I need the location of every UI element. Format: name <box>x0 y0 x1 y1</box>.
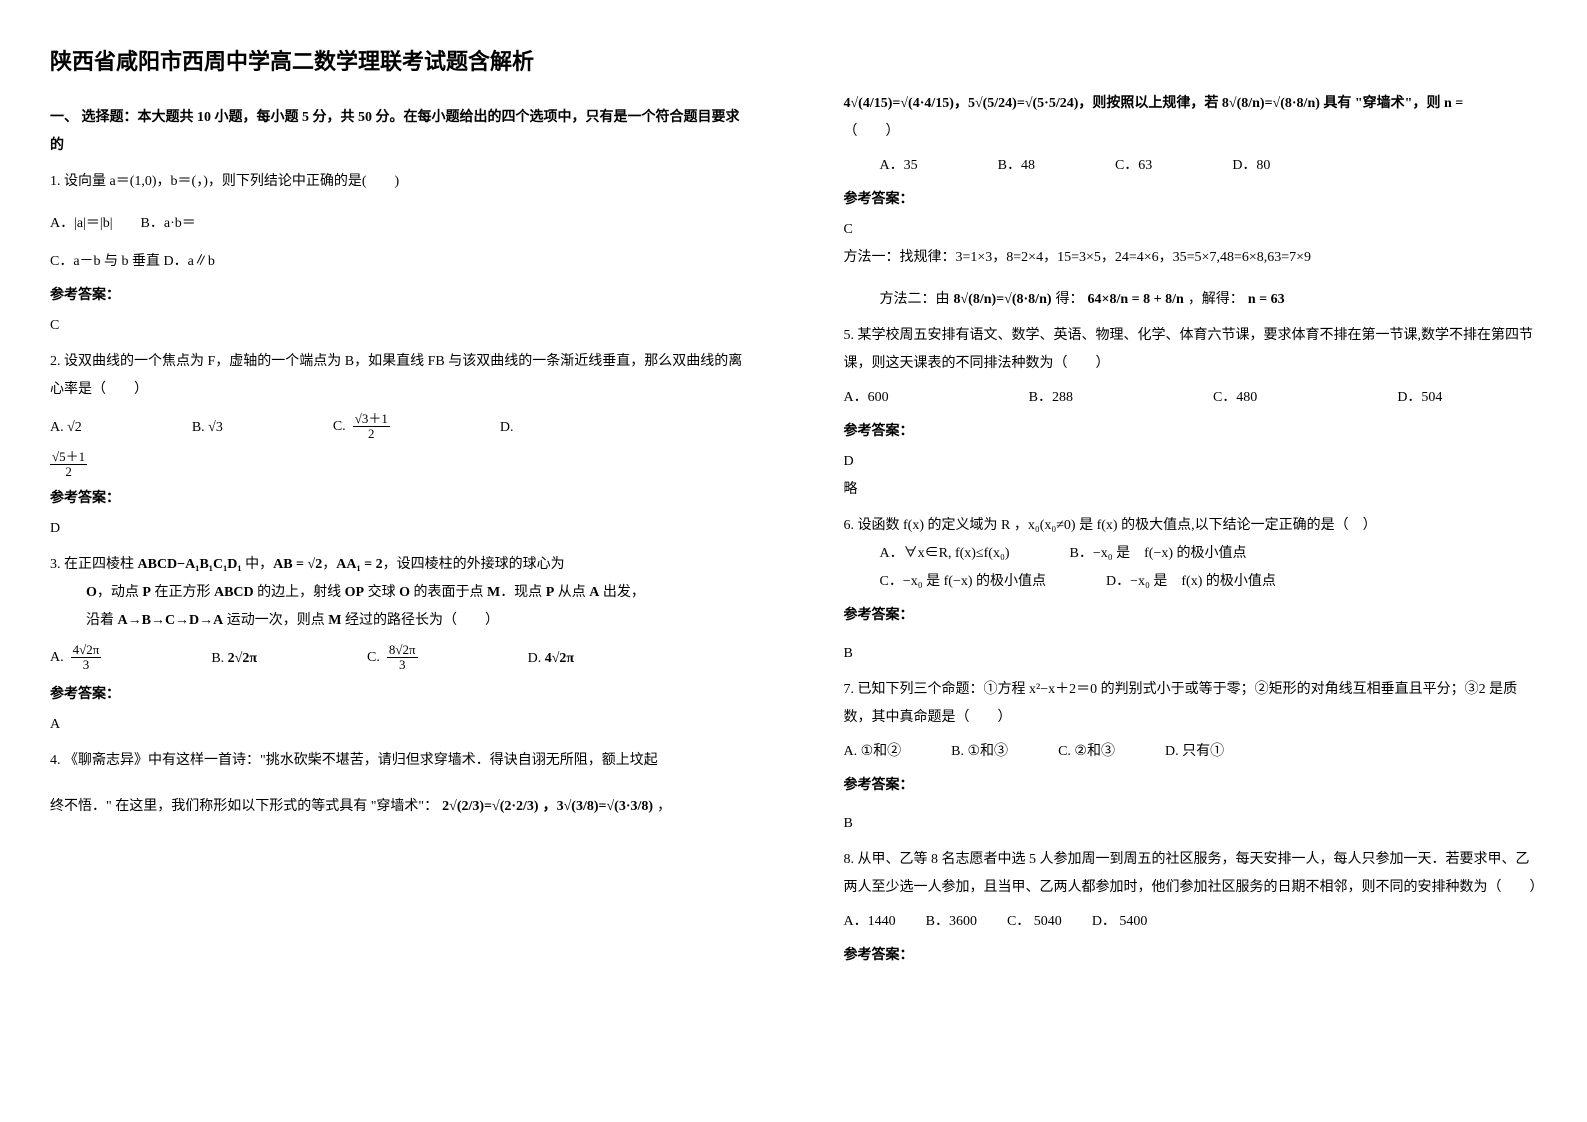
q7-answer-label: 参考答案： <box>844 772 1538 800</box>
q7-answer: B <box>844 810 1538 838</box>
q4-answer-label: 参考答案： <box>844 186 1538 214</box>
q1-optA: A．|a|＝|b| B．a·b＝ <box>50 210 744 238</box>
q4-optA: A．35 <box>880 152 918 180</box>
q8-optB: B．3600 <box>926 908 977 936</box>
q3-optB: B. 2√2π <box>211 645 257 673</box>
q5-answer-label: 参考答案： <box>844 418 1538 446</box>
q5-optB: B．288 <box>1029 384 1073 412</box>
q5-stem: 5. 某学校周五安排有语文、数学、英语、物理、化学、体育六节课，要求体育不排在第… <box>844 322 1538 378</box>
q8-optA: A．1440 <box>844 908 896 936</box>
q1-optC: C．a－b 与 b 垂直 D．a∥b <box>50 248 744 276</box>
q5-optD: D．504 <box>1397 384 1442 412</box>
q2-optA: A. √2 <box>50 414 82 442</box>
q7-optC: C. ②和③ <box>1058 738 1115 766</box>
q5-explanation: 略 <box>844 476 1538 504</box>
q2-stem: 2. 设双曲线的一个焦点为 F，虚轴的一个端点为 B，如果直线 FB 与该双曲线… <box>50 348 744 404</box>
q6-answer-label: 参考答案： <box>844 602 1538 630</box>
section1-title: 一、 选择题：本大题共 10 小题，每小题 5 分，共 50 分。在每小题给出的… <box>50 104 744 160</box>
page-title: 陕西省咸阳市西周中学高二数学理联考试题含解析 <box>50 40 744 84</box>
q1-stem: 1. 设向量 a＝(1,0)，b＝(，)，则下列结论中正确的是( ) <box>50 168 744 196</box>
q8-optD: D． 5400 <box>1092 908 1148 936</box>
q5-answer: D <box>844 448 1538 476</box>
q8-answer-label: 参考答案： <box>844 942 1538 970</box>
q6-options-row2: C．−x₀ 是 f(−x) 的极小值点 D．−x₀ 是 f(x) 的极小值点 <box>844 568 1538 596</box>
q7-optB: B. ①和③ <box>951 738 1008 766</box>
q3-optD: D. 4√2π <box>528 645 574 673</box>
q6-answer: B <box>844 640 1538 668</box>
q4-optB: B．48 <box>998 152 1035 180</box>
q6-optB: B．−x₀ 是 f(−x) 的极小值点 <box>1070 540 1247 568</box>
q4-stem-line2: 终不悟．" 在这里，我们称形如以下形式的等式具有 "穿墙术"： 2√(2/3)=… <box>50 793 744 821</box>
q3-stem-line3: 沿着 A→B→C→D→A 运动一次，则点 M 经过的路径长为（ ） <box>50 607 744 635</box>
right-column: 4√(4/15)=√(4·4/15)，5√(5/24)=√(5·5/24)，则按… <box>794 0 1587 1122</box>
q3-stem-line2: O，动点 P 在正方形 ABCD 的边上，射线 OP 交球 O 的表面于点 M．… <box>50 579 744 607</box>
q1-answer: C <box>50 312 744 340</box>
q6-stem: 6. 设函数 f(x) 的定义域为 R ，x₀(x₀≠0) 是 f(x) 的极大… <box>844 512 1538 540</box>
q3-stem-line1: 3. 在正四棱柱 ABCD−A₁B₁C₁D₁ 中，AB = √2，AA₁ = 2… <box>50 551 744 579</box>
q3-answer-label: 参考答案： <box>50 681 744 709</box>
q2-optD: D. <box>500 414 514 442</box>
q2-answer-label: 参考答案： <box>50 485 744 513</box>
q6-optC: C．−x₀ 是 f(−x) 的极小值点 <box>880 568 1047 596</box>
q5-optA: A．600 <box>844 384 889 412</box>
q7-options: A. ①和② B. ①和③ C. ②和③ D. 只有① <box>844 738 1538 766</box>
q4-method2: 方法二：由 8√(8/n)=√(8·8/n) 得： 64×8/n = 8 + 8… <box>844 286 1538 314</box>
q2-answer: D <box>50 515 744 543</box>
q5-optC: C．480 <box>1213 384 1257 412</box>
left-column: 陕西省咸阳市西周中学高二数学理联考试题含解析 一、 选择题：本大题共 10 小题… <box>0 0 794 1122</box>
q4-optD: D．80 <box>1232 152 1270 180</box>
q6-optD: D．−x₀ 是 f(x) 的极小值点 <box>1106 568 1276 596</box>
q7-optD: D. 只有① <box>1165 738 1224 766</box>
q2-optD-frac: √5＋12 <box>50 450 744 480</box>
q2-optB: B. √3 <box>192 414 223 442</box>
q8-options: A．1440 B．3600 C． 5040 D． 5400 <box>844 908 1538 936</box>
q4-answer: C <box>844 216 1538 244</box>
q3-options-row: A. 4√2π3 B. 2√2π C. 8√2π3 D. 4√2π <box>50 643 744 673</box>
q7-optA: A. ①和② <box>844 738 902 766</box>
q7-stem: 7. 已知下列三个命题：①方程 x²−x＋2＝0 的判别式小于或等于零；②矩形的… <box>844 676 1538 732</box>
q6-options-row1: A．∀x∈R, f(x)≤f(x₀) B．−x₀ 是 f(−x) 的极小值点 <box>844 540 1538 568</box>
q4-optC: C．63 <box>1115 152 1152 180</box>
q3-answer: A <box>50 711 744 739</box>
q3-optC: C. 8√2π3 <box>367 643 418 673</box>
q2-options-row: A. √2 B. √3 C. √3＋12 D. <box>50 412 744 442</box>
q4-method1: 方法一：找规律：3=1×3，8=2×4，15=3×5，24=4×6，35=5×7… <box>844 244 1538 272</box>
q8-stem: 8. 从甲、乙等 8 名志愿者中选 5 人参加周一到周五的社区服务，每天安排一人… <box>844 846 1538 902</box>
q6-optA: A．∀x∈R, f(x)≤f(x₀) <box>880 540 1010 568</box>
q1-answer-label: 参考答案： <box>50 282 744 310</box>
q4-brackets: （ ） <box>844 118 1538 146</box>
q8-optC: C． 5040 <box>1007 908 1062 936</box>
q3-optA: A. 4√2π3 <box>50 643 101 673</box>
q4-options: A．35 B．48 C．63 D．80 <box>844 152 1538 180</box>
q4-stem-line1: 4. 《聊斋志异》中有这样一首诗："挑水砍柴不堪苦，请归但求穿墙术．得诀自诩无所… <box>50 747 744 775</box>
q4-stem-line3: 4√(4/15)=√(4·4/15)，5√(5/24)=√(5·5/24)，则按… <box>844 90 1538 118</box>
q5-options: A．600 B．288 C．480 D．504 <box>844 384 1538 412</box>
q2-optC: C. √3＋12 <box>333 412 390 442</box>
